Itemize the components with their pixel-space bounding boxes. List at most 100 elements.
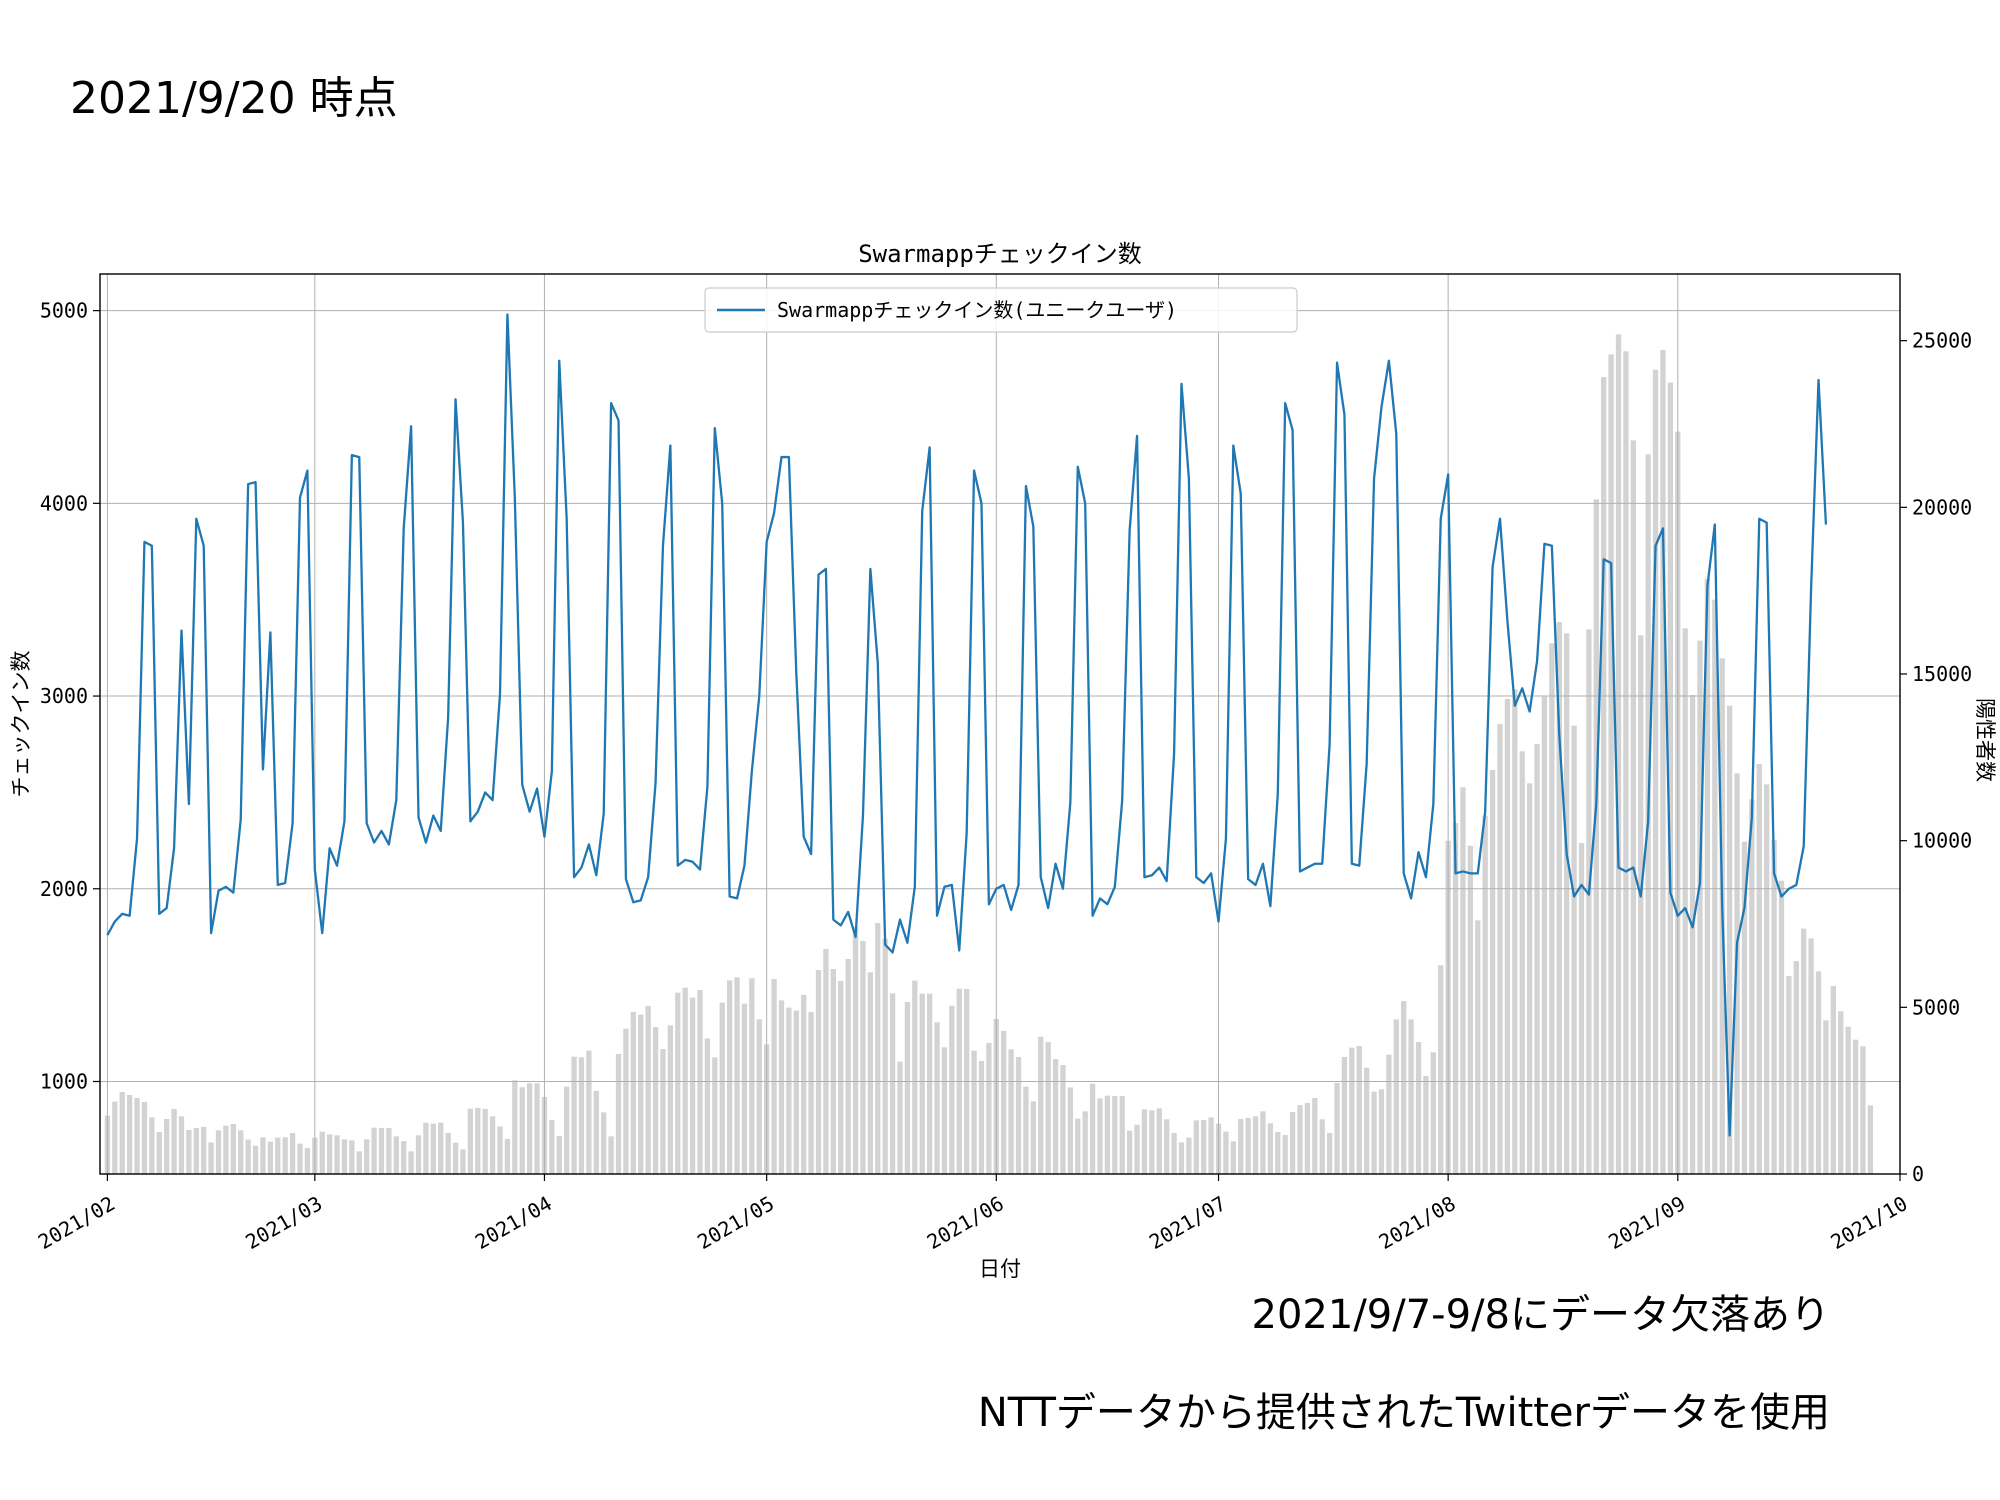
positives-bar [1275,1132,1281,1174]
y-right-tick-label: 25000 [1912,329,1972,353]
positives-bar [875,923,881,1174]
positives-bar [1097,1098,1103,1174]
positives-bar [689,997,696,1174]
positives-bar [1082,1111,1088,1174]
positives-bar [1756,764,1762,1174]
positives-bar [519,1087,525,1174]
positives-bar [378,1128,385,1174]
positives-bar [1652,369,1659,1174]
positives-bar [349,1140,355,1174]
positives-bar [586,1050,592,1174]
positives-bar [808,1012,814,1174]
positives-bar [1741,841,1748,1174]
positives-bar [682,987,688,1174]
positives-bar [1164,1119,1170,1174]
positives-bar [1030,1101,1036,1174]
positives-bar [1786,976,1792,1174]
positives-bar [1186,1137,1192,1174]
positives-bar [1704,578,1711,1174]
positives-bar [186,1130,192,1174]
positives-bar [245,1139,251,1174]
positives-bar [704,1038,711,1174]
positives-bar [1586,629,1592,1174]
positives-bar [1815,971,1822,1174]
positives-bar [467,1108,474,1174]
positives-bar [401,1141,407,1174]
positives-bar [1126,1130,1133,1174]
positives-bar [756,1019,762,1174]
positives-bar [164,1119,170,1174]
positives-bar [852,927,859,1174]
positives-bar [1867,1105,1874,1174]
positives-bar [1193,1120,1199,1174]
positives-bar [304,1148,311,1174]
positives-bar [1267,1123,1274,1174]
positives-bar [201,1127,207,1174]
positives-bar [971,1050,977,1174]
positives-bar [482,1109,488,1174]
positives-bar [949,1005,955,1174]
positives-bar [1415,1042,1422,1174]
positives-bar [223,1125,229,1174]
positives-bar [1593,499,1599,1175]
positives-bar [1201,1120,1207,1174]
positives-bar [623,1028,629,1174]
positives-bar [1452,823,1459,1174]
positives-bar [941,1047,948,1174]
positives-bar [156,1132,162,1174]
positives-bar [815,970,822,1174]
positives-bar [512,1080,518,1174]
positives-bar [415,1135,422,1174]
positives-bar [1312,1098,1318,1174]
positives-bar [215,1130,222,1174]
positives-bar [934,1022,940,1174]
positives-bar [601,1112,607,1174]
positives-bar [1349,1047,1355,1174]
positives-bar [275,1137,281,1174]
positives-bar [438,1122,444,1174]
positives-bar [1749,799,1755,1174]
positives-bar [645,1006,651,1174]
positives-bar [1689,695,1696,1174]
positives-bar [178,1116,185,1174]
page-title: 2021/9/20 時点 [70,73,398,124]
positives-bar [1615,334,1622,1175]
positives-bar [1823,1020,1829,1174]
positives-bar [497,1126,503,1174]
positives-bar [526,1083,533,1174]
positives-bar [1534,744,1540,1174]
positives-bar [1408,1019,1414,1174]
y-left-tick-label: 1000 [40,1069,88,1093]
positives-bar [1326,1133,1333,1174]
positives-bar [549,1120,555,1174]
positives-bar [1430,1052,1436,1174]
x-tick-label: 2021/04 [471,1191,556,1254]
positives-bar [1282,1135,1288,1174]
positives-bar [1119,1096,1125,1174]
positives-bar [364,1139,370,1174]
positives-bar [1793,961,1799,1174]
positives-bar [845,959,851,1174]
positives-bar [1764,784,1770,1174]
positives-bar [1334,1083,1340,1174]
x-tick-label: 2021/02 [34,1191,119,1254]
positives-bar [578,1057,585,1174]
positives-bar [408,1151,414,1174]
x-tick-label: 2021/06 [923,1191,1008,1254]
positives-bar [141,1102,148,1174]
positives-bar [1149,1110,1155,1174]
positives-bar [252,1145,259,1174]
positives-bar [1526,783,1533,1174]
positives-bar [1489,770,1496,1174]
positives-bar [1008,1049,1014,1174]
positives-bar [1112,1096,1118,1174]
positives-bar [1726,705,1733,1174]
positives-bar [904,1002,911,1174]
positives-bar [860,941,866,1174]
positives-bar [1364,1067,1370,1174]
positives-bar [912,980,918,1174]
positives-bar [1178,1142,1185,1174]
positives-bar [297,1143,303,1174]
y-right-tick-label: 10000 [1912,829,1972,853]
y-right-tick-label: 20000 [1912,495,1972,519]
